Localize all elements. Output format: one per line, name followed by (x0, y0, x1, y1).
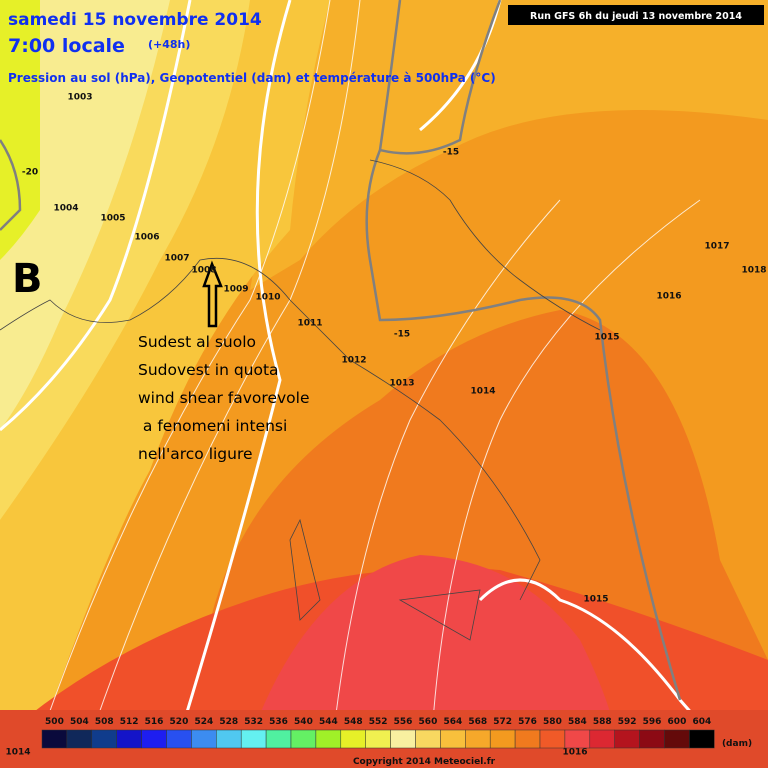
legend-swatch (415, 729, 441, 749)
legend-label: 500 (45, 717, 64, 727)
run-info: Run GFS 6h du jeudi 13 novembre 2014 (530, 11, 742, 22)
legend-swatch (340, 729, 366, 749)
legend-swatch (664, 729, 690, 749)
legend-swatch (440, 729, 466, 749)
isobar-label: 1011 (297, 319, 322, 329)
coastlines (0, 159, 601, 641)
date: samedi 15 novembre 2014 (8, 10, 262, 30)
legend-swatch (689, 729, 715, 749)
temperature-label: -20 (22, 168, 38, 178)
legend-swatch (564, 729, 591, 749)
legend-label: 564 (443, 717, 462, 727)
legend-swatch (66, 729, 93, 749)
legend-label: 544 (319, 717, 338, 727)
legend-swatch (365, 729, 391, 749)
annotation-line: Sudest al suolo (138, 333, 256, 351)
isobar-label: 1006 (134, 233, 159, 243)
legend-label: 548 (344, 717, 363, 727)
annotation-line: nell'arco ligure (138, 445, 253, 463)
temperature-label: -15 (443, 148, 459, 158)
isobar-label: 1014 (470, 387, 495, 397)
isobar-label: 1014 (5, 748, 30, 758)
pressure-center: B (12, 256, 43, 302)
legend-swatch (91, 729, 117, 749)
isobar-label: 1015 (594, 333, 619, 343)
legend-label: 508 (95, 717, 114, 727)
legend-label: 580 (543, 717, 562, 727)
isobar-label: 1015 (583, 595, 608, 605)
lead-time: (+48h) (148, 38, 190, 51)
legend-label: 596 (643, 717, 662, 727)
legend-swatch (489, 729, 516, 749)
arrow (202, 260, 223, 328)
isobar-label: 1008 (191, 266, 216, 276)
annotation-line: Sudovest in quota (138, 361, 279, 379)
legend-label: 536 (269, 717, 288, 727)
legend-swatch (265, 729, 292, 749)
isobar-label: 1016 (656, 292, 681, 302)
isobar-label: 1016 (562, 748, 587, 758)
legend-swatch (216, 729, 242, 749)
isobar-label: 1018 (741, 266, 766, 276)
legend-label: 560 (419, 717, 438, 727)
legend-swatch (465, 729, 491, 749)
isobar-label: 1009 (223, 285, 248, 295)
legend-label: 584 (568, 717, 587, 727)
annotation-line: wind shear favorevole (138, 389, 309, 407)
subtitle: Pression au sol (hPa), Geopotentiel (dam… (8, 71, 496, 85)
legend-label: 576 (518, 717, 537, 727)
isobar-label: 1012 (341, 356, 366, 366)
legend-swatch (41, 729, 68, 749)
legend-swatch (514, 729, 541, 749)
legend-swatch (240, 729, 267, 749)
legend-swatch (116, 729, 142, 749)
legend-swatch (191, 729, 217, 749)
legend-label: 604 (692, 717, 711, 727)
legend-swatch (141, 729, 167, 749)
legend-label: 588 (593, 717, 612, 727)
legend-label: 532 (244, 717, 263, 727)
legend-label: 516 (145, 717, 164, 727)
legend-label: 524 (194, 717, 213, 727)
legend-swatch (589, 729, 615, 749)
legend-unit: (dam) (722, 739, 752, 749)
isotherms (29, 0, 701, 768)
temperature-lines (0, 0, 682, 701)
zone-bright-yellow (0, 0, 40, 260)
legend-label: 504 (70, 717, 89, 727)
isobar-label: 1003 (67, 93, 92, 103)
legend-label: 540 (294, 717, 313, 727)
legend-label: 592 (618, 717, 637, 727)
zone-orange-light (250, 0, 768, 290)
legend-swatch (290, 729, 317, 749)
legend-label: 552 (369, 717, 388, 727)
isobar-label: 1004 (53, 204, 78, 214)
run-box (508, 5, 764, 25)
legend-swatch (390, 729, 416, 749)
legend-swatch (614, 729, 640, 749)
annotation-line: a fenomeni intensi (138, 417, 287, 435)
isobar-label: 1017 (704, 242, 729, 252)
legend-label: 512 (120, 717, 139, 727)
isobar-label: 1007 (164, 254, 189, 264)
isobar-label: 1013 (389, 379, 414, 389)
legend-swatch (315, 729, 342, 749)
legend-swatch (539, 729, 566, 749)
legend-label: 572 (493, 717, 512, 727)
legend-label: 600 (668, 717, 687, 727)
isobars (0, 0, 742, 768)
legend-label: 568 (468, 717, 487, 727)
legend-swatch (166, 729, 192, 749)
legend-swatch (639, 729, 665, 749)
time: 7:00 locale (8, 35, 125, 57)
legend-label: 528 (219, 717, 238, 727)
copyright: Copyright 2014 Meteociel.fr (353, 757, 496, 767)
legend-label: 556 (394, 717, 413, 727)
legend-label: 520 (170, 717, 189, 727)
isobar-label: 1010 (255, 293, 280, 303)
zone-pale-yellow (0, 0, 170, 430)
temperature-label: -15 (394, 330, 410, 340)
isobar-label: 1005 (100, 214, 125, 224)
